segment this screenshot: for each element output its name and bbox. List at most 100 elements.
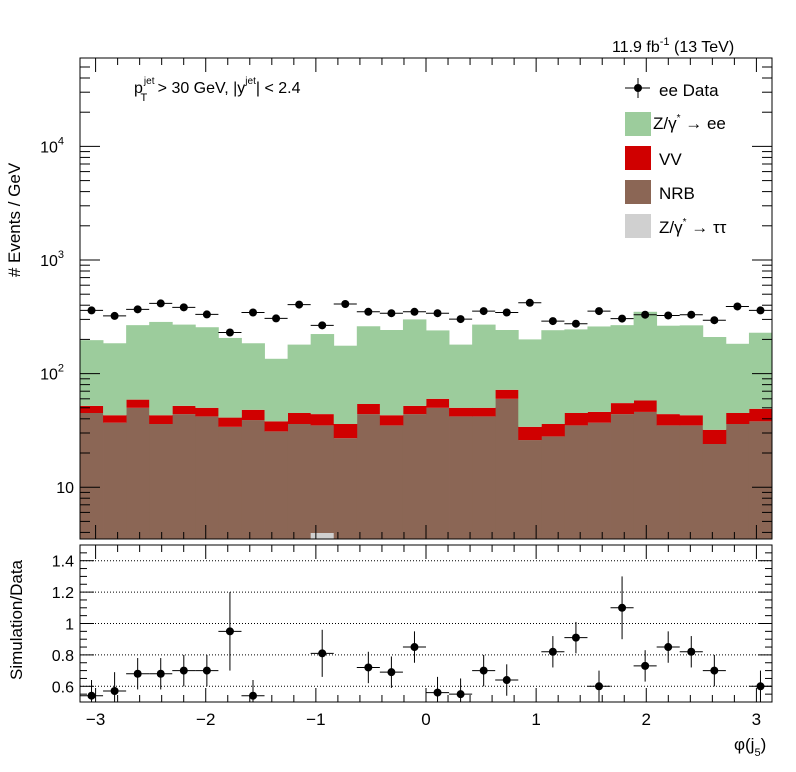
bar-nrb bbox=[656, 425, 681, 539]
bar-vv bbox=[587, 411, 611, 423]
bar-zee bbox=[633, 311, 658, 401]
data-point bbox=[541, 317, 565, 326]
data-point bbox=[587, 307, 611, 316]
bar-vv bbox=[541, 424, 565, 437]
x-tick-label: 1 bbox=[531, 710, 540, 729]
ratio-y-tick-label: 1.2 bbox=[52, 585, 74, 602]
bar-vv bbox=[495, 389, 519, 399]
bar-zee bbox=[472, 324, 496, 408]
bar-nrb bbox=[310, 425, 335, 539]
bar-vv bbox=[402, 405, 427, 415]
bar-nrb bbox=[610, 414, 635, 539]
ratio-point bbox=[426, 676, 450, 702]
bar-zee bbox=[587, 326, 611, 412]
bar-zee bbox=[725, 343, 750, 413]
bar-vv bbox=[195, 407, 219, 417]
data-point bbox=[333, 299, 357, 308]
data-point bbox=[379, 309, 403, 318]
y-axis-label: # Events / GeV bbox=[5, 162, 24, 277]
bar-vv bbox=[126, 399, 150, 408]
bar-vv bbox=[633, 400, 658, 412]
ratio-point bbox=[310, 629, 334, 677]
bar-vv bbox=[449, 407, 473, 417]
x-tick-label: −3 bbox=[86, 710, 105, 729]
bar-nrb bbox=[633, 411, 658, 539]
data-point bbox=[356, 307, 380, 316]
legend-item-data: ee Data bbox=[625, 78, 719, 100]
ratio-points bbox=[80, 576, 772, 702]
bar-vv bbox=[725, 412, 750, 425]
data-point bbox=[449, 315, 473, 324]
bar-nrb bbox=[564, 425, 588, 539]
legend: ee Data Z/γ* → ee VV NRB Z/γ* → ττ bbox=[625, 78, 727, 238]
bar-nrb bbox=[103, 422, 127, 539]
data-point bbox=[172, 303, 196, 312]
bar-nrb bbox=[356, 414, 381, 539]
bar-vv bbox=[610, 403, 635, 415]
ratio-point bbox=[149, 658, 173, 690]
ratio-point bbox=[472, 654, 496, 687]
ratio-point bbox=[126, 658, 150, 690]
bar-zee bbox=[449, 344, 473, 408]
data-point bbox=[310, 321, 334, 330]
bar-nrb bbox=[172, 414, 196, 539]
bar-vv bbox=[241, 409, 265, 421]
x-axis-ticks-top bbox=[95, 58, 757, 539]
data-point bbox=[656, 311, 680, 320]
bar-vv bbox=[518, 426, 542, 441]
bar-zee bbox=[564, 329, 588, 413]
bar-zee bbox=[541, 330, 565, 425]
bar-zee bbox=[656, 325, 681, 415]
x-axis-label: φ(j5) bbox=[734, 735, 766, 759]
data-point bbox=[725, 302, 749, 311]
y-tick-label: 103 bbox=[40, 249, 64, 270]
bar-vv bbox=[679, 415, 704, 426]
ratio-point bbox=[495, 664, 519, 696]
data-point bbox=[195, 310, 219, 319]
data-points bbox=[80, 298, 772, 337]
bar-zee bbox=[402, 319, 427, 406]
ratio-y-axis-label: Simulation/Data bbox=[7, 559, 26, 680]
ratio-point bbox=[587, 670, 611, 702]
bar-vv bbox=[333, 424, 358, 439]
data-point bbox=[679, 310, 703, 319]
bar-nrb bbox=[402, 414, 427, 539]
bar-nrb bbox=[195, 416, 219, 539]
bar-zee bbox=[518, 339, 542, 427]
bar-zee bbox=[495, 330, 519, 390]
bar-nrb bbox=[333, 438, 358, 539]
bar-nrb bbox=[725, 424, 750, 539]
x-tick-label: −1 bbox=[306, 710, 325, 729]
ratio-point bbox=[356, 651, 380, 684]
bar-zee bbox=[195, 327, 219, 408]
ratio-y-tick-label: 1.4 bbox=[52, 554, 74, 571]
x-tick-label: −2 bbox=[196, 710, 215, 729]
y-axis: 10 102 103 104 bbox=[40, 57, 772, 533]
bar-nrb bbox=[541, 436, 565, 539]
data-point bbox=[610, 314, 634, 323]
ratio-point bbox=[656, 631, 680, 663]
bar-nrb bbox=[126, 407, 150, 539]
bar-zee bbox=[126, 325, 150, 400]
bar-nrb bbox=[287, 424, 312, 539]
bar-nrb bbox=[218, 426, 242, 539]
data-point bbox=[633, 310, 657, 319]
bar-nrb bbox=[241, 420, 265, 539]
ratio-point bbox=[241, 680, 265, 702]
bar-vv bbox=[379, 415, 404, 426]
y-tick-label: 10 bbox=[56, 480, 74, 497]
ratio-point bbox=[195, 654, 219, 687]
x-tick-label: 2 bbox=[642, 710, 651, 729]
ratio-y-tick-label: 0.6 bbox=[52, 679, 74, 696]
bar-nrb bbox=[679, 425, 704, 539]
legend-label-zee: Z/γ* → ee bbox=[653, 113, 726, 133]
data-point bbox=[80, 306, 104, 315]
bar-vv bbox=[103, 415, 127, 423]
bar-nrb bbox=[264, 431, 289, 539]
bar-nrb bbox=[518, 440, 542, 539]
bar-nrb bbox=[426, 407, 450, 539]
ratio-plot: 0.6 0.8 1 1.2 1.4 −3 −2 −1 0 1 2 3 bbox=[52, 544, 773, 729]
bar-nrb bbox=[449, 416, 473, 539]
ratio-point bbox=[610, 576, 634, 640]
bar-vv bbox=[218, 417, 242, 427]
